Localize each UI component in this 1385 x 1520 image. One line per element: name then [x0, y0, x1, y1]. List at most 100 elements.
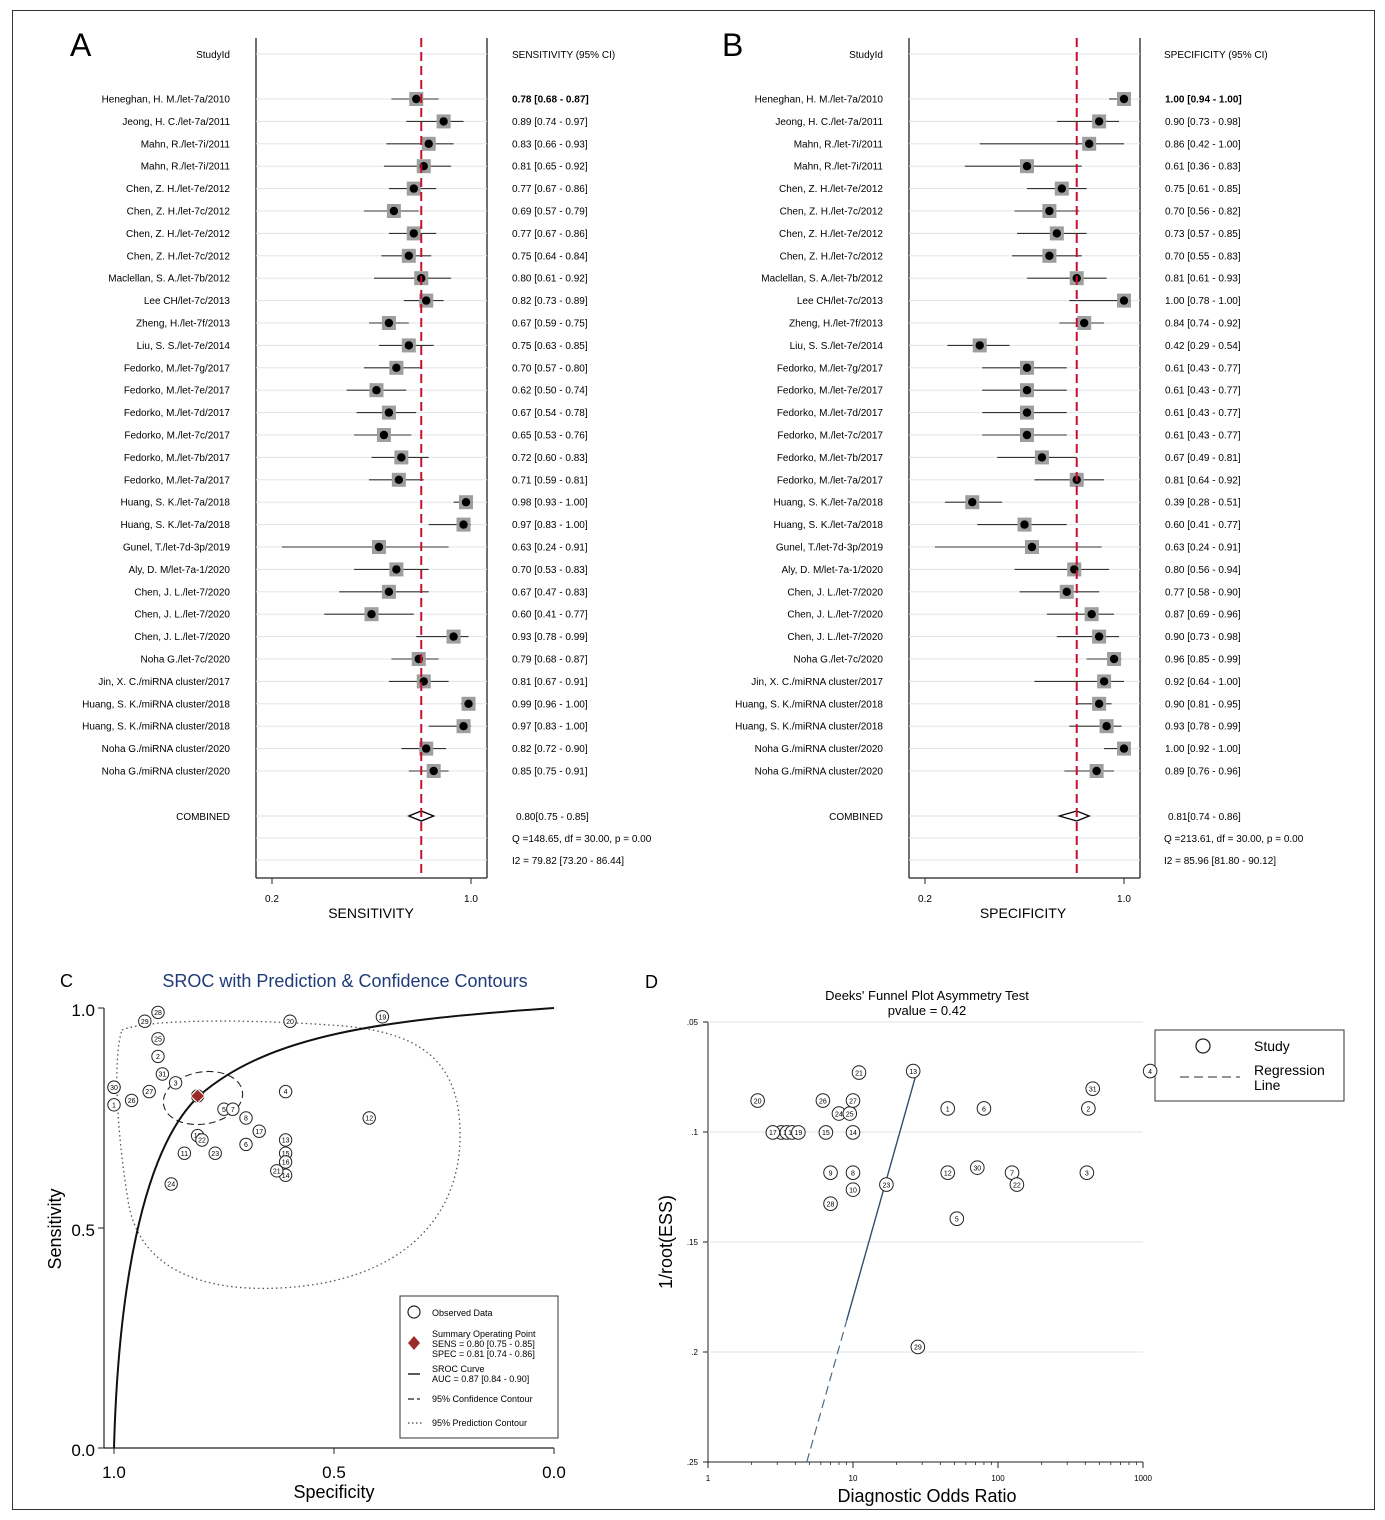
- forest-b-point: [1084, 139, 1094, 148]
- sroc-study-label: 28: [154, 1010, 162, 1017]
- forest-b-point: [1022, 408, 1032, 417]
- forest-b-ci-label: 0.73 [0.57 - 0.85]: [1165, 229, 1241, 240]
- panel-a-letter: A: [70, 27, 92, 63]
- legend-summary-title: Summary Operating Point: [432, 1329, 536, 1339]
- forest-a-study-label: Fedorko, M./let-7e/2017: [124, 386, 231, 397]
- sroc-study-label: 26: [128, 1098, 136, 1105]
- funnel-y-tick-label: .2: [691, 1348, 698, 1357]
- forest-b-study-label: Noha G./let-7c/2020: [794, 655, 884, 666]
- sroc-study-label: 14: [282, 1173, 290, 1180]
- funnel-study-point: [1142, 1063, 1158, 1079]
- funnel-study-label: 8: [851, 1171, 855, 1178]
- forest-b-ci-label: 0.84 [0.74 - 0.92]: [1165, 319, 1241, 330]
- sroc-study-point: [239, 1111, 253, 1125]
- forest-a-ci-label: 0.75 [0.64 - 0.84]: [512, 251, 588, 262]
- forest-a-study-label: Fedorko, M./let-7c/2017: [124, 431, 230, 442]
- sroc-study-label: 20: [286, 1019, 294, 1026]
- sroc-study-point: [107, 1098, 121, 1112]
- forest-b-study-label: Chen, J. L./let-7/2020: [787, 632, 883, 643]
- panel-d-xlabel: Diagnostic Odds Ratio: [837, 1486, 1016, 1506]
- forest-a-study-label: Noha G./miRNA cluster/2020: [102, 744, 231, 755]
- forest-a-point: [392, 565, 401, 574]
- funnel-study-point: [949, 1211, 965, 1226]
- forest-a-study-label: Huang, S. K./let-7a/2018: [120, 520, 230, 531]
- funnel-study-label: 28: [827, 1202, 835, 1209]
- forest-a-ci-label: 0.67 [0.54 - 0.78]: [512, 408, 588, 419]
- forest-a-ci-label: 0.93 [0.78 - 0.99]: [512, 632, 588, 643]
- funnel-study-point: [1079, 1165, 1095, 1180]
- forest-b-study-label: Mahn, R./let-7i/2011: [794, 162, 884, 173]
- forest-b-point: [1092, 766, 1101, 776]
- forest-a-ci-label: 0.80 [0.61 - 0.92]: [512, 274, 588, 285]
- funnel-study-label: 4: [1148, 1069, 1152, 1076]
- forest-a-study-label: Noha G./miRNA cluster/2020: [102, 767, 231, 778]
- panel-b-i2-text: I2 = 85.96 [81.80 - 90.12]: [1164, 856, 1276, 867]
- legend-conf-label: 95% Confidence Contour: [432, 1394, 533, 1404]
- sroc-summary-point: [189, 1088, 206, 1104]
- funnel-study-point: [818, 1125, 834, 1140]
- forest-b-point: [1109, 654, 1119, 664]
- forest-a-ci-label: 0.71 [0.59 - 0.81]: [512, 475, 588, 486]
- panel-b-q-text: Q =213.61, df = 30.00, p = 0.00: [1164, 834, 1304, 845]
- forest-a-study-label: Fedorko, M./let-7b/2017: [124, 453, 231, 464]
- forest-a-ci-label: 0.98 [0.93 - 1.00]: [512, 498, 588, 509]
- forest-a-ci-label: 0.67 [0.47 - 0.83]: [512, 587, 588, 598]
- legend-summary-sens: SENS = 0.80 [0.75 - 0.85]: [432, 1339, 535, 1349]
- forest-b-study-label: Huang, S. K./miRNA cluster/2018: [735, 699, 883, 710]
- forest-a-point: [372, 386, 381, 395]
- panel-b-letter: B: [722, 27, 743, 63]
- panel-c-xtick-0: 1.0: [102, 1463, 126, 1482]
- forest-b-ci-label: 0.93 [0.78 - 0.99]: [1165, 722, 1241, 733]
- funnel-study-label: 29: [914, 1345, 922, 1352]
- panel-b-header-study: StudyId: [849, 50, 883, 61]
- forest-a-study-label: Chen, Z. H./let-7e/2012: [126, 184, 230, 195]
- funnel-study-label: 27: [849, 1098, 857, 1105]
- forest-b-point: [1099, 677, 1109, 686]
- forest-a-point: [404, 341, 414, 350]
- forest-a-study-label: Chen, Z. H./let-7c/2012: [127, 207, 231, 218]
- sroc-study-point: [252, 1124, 266, 1138]
- panel-b-header-ci: SPECIFICITY (95% CI): [1164, 50, 1268, 61]
- panel-a-xlabel: SENSITIVITY: [328, 905, 414, 921]
- forest-a-point: [429, 766, 438, 776]
- sroc-study-label: 25: [154, 1036, 162, 1043]
- forest-a-point: [424, 139, 433, 148]
- forest-a-ci-label: 0.82 [0.73 - 0.89]: [512, 296, 588, 307]
- forest-a-point: [404, 251, 414, 260]
- sroc-study-label: 8: [244, 1116, 248, 1123]
- forest-a-study-label: Mahn, R./let-7i/2011: [141, 162, 231, 173]
- forest-a-study-label: Fedorko, M./let-7g/2017: [124, 363, 231, 374]
- funnel-study-point: [765, 1125, 781, 1140]
- sroc-plot: 1234567891011121314151617181920212223242…: [98, 1005, 555, 1454]
- panel-a-tick-0: 0.2: [265, 894, 279, 905]
- funnel-study-label: 20: [754, 1098, 762, 1105]
- forest-b-study-label: Lee CH/let-7c/2013: [797, 296, 884, 307]
- forest-a-point: [379, 430, 389, 440]
- sroc-study-point: [375, 1010, 390, 1024]
- forest-b-study-label: Huang, S. K./let-7a/2018: [773, 498, 883, 509]
- panel-a-header-ci: SENSITIVITY (95% CI): [512, 50, 615, 61]
- sroc-study-label: 16: [282, 1160, 290, 1167]
- panel-d: D Deeks' Funnel Plot Asymmetry Test pval…: [645, 972, 1345, 1506]
- sroc-study-label: 15: [282, 1151, 290, 1158]
- sroc-study-point: [151, 1049, 165, 1064]
- forest-a-study-label: Jeong, H. C./let-7a/2011: [122, 117, 230, 128]
- forest-a-ci-label: 0.81 [0.65 - 0.92]: [512, 162, 588, 173]
- forest-b-ci-label: 0.90 [0.81 - 0.95]: [1165, 699, 1241, 710]
- sroc-study-label: 6: [244, 1142, 248, 1149]
- funnel-study-point: [845, 1093, 861, 1108]
- forest-b-ci-label: 0.90 [0.73 - 0.98]: [1165, 632, 1241, 643]
- forest-a-study-label: Aly, D. M/let-7a-1/2020: [128, 565, 230, 576]
- forest-a-ci-label: 0.78 [0.68 - 0.87]: [512, 95, 589, 106]
- forest-a-study-label: Fedorko, M./let-7a/2017: [124, 475, 231, 486]
- funnel-study-point: [823, 1165, 838, 1180]
- forest-a-ci-label: 0.60 [0.41 - 0.77]: [512, 610, 588, 621]
- panel-c-ytick-2: 0.0: [71, 1441, 95, 1460]
- forest-a-point: [409, 229, 418, 238]
- forest-b-study-label: Noha G./miRNA cluster/2020: [755, 767, 884, 778]
- forest-b-ci-label: 0.42 [0.29 - 0.54]: [1165, 341, 1241, 352]
- forest-b-point: [1022, 363, 1032, 372]
- forest-b-study-label: Chen, Z. H./let-7c/2012: [780, 207, 884, 218]
- forest-b-ci-label: 0.86 [0.42 - 1.00]: [1165, 139, 1241, 150]
